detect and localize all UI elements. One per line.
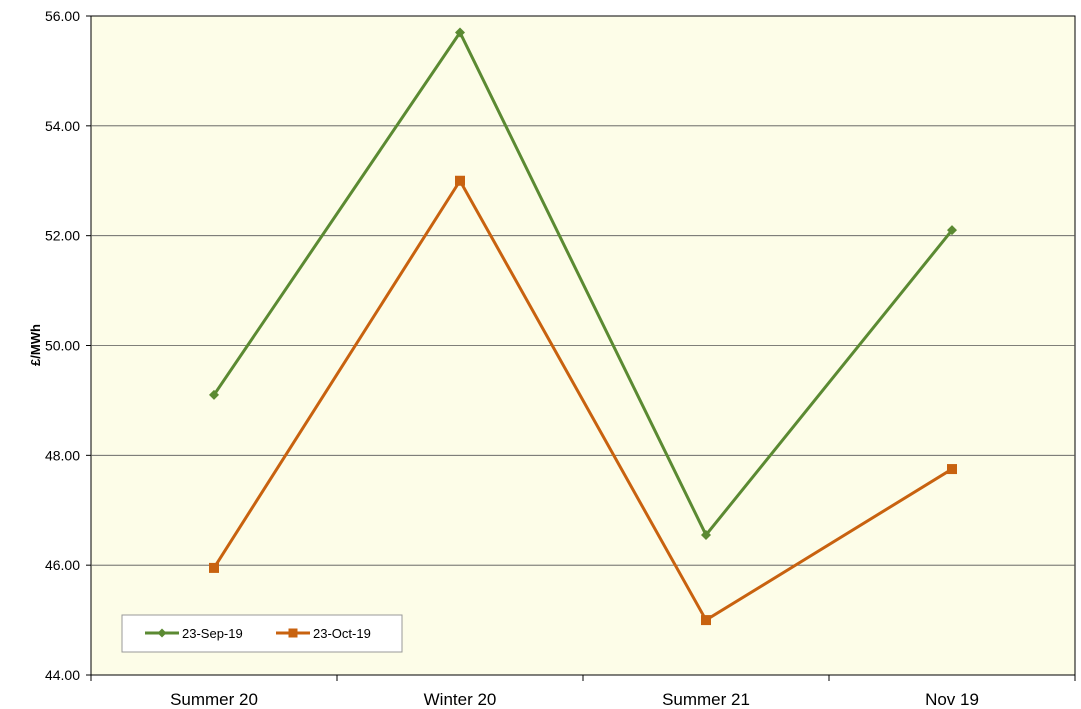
series-layer bbox=[209, 27, 957, 626]
data-point-diamond bbox=[947, 225, 957, 236]
x-category-label: Summer 20 bbox=[170, 690, 258, 709]
data-point-diamond bbox=[455, 27, 465, 38]
data-point-square bbox=[288, 628, 298, 638]
series-1 bbox=[209, 27, 957, 540]
legend-item: 23-Sep-19 bbox=[145, 626, 243, 641]
x-category-label: Nov 19 bbox=[925, 690, 979, 709]
legend-item: 23-Oct-19 bbox=[276, 626, 371, 641]
data-point-diamond bbox=[701, 529, 711, 540]
series-line bbox=[212, 29, 954, 538]
y-tick-label: 54.00 bbox=[45, 118, 80, 134]
y-tick-label: 48.00 bbox=[45, 447, 80, 463]
data-point-square bbox=[701, 615, 711, 626]
series-2 bbox=[209, 175, 957, 626]
legend: 23-Sep-19 23-Oct-19 bbox=[121, 614, 403, 653]
x-category-label: Summer 21 bbox=[662, 690, 750, 709]
data-point-square bbox=[209, 562, 219, 573]
y-tick-label: 46.00 bbox=[45, 557, 80, 573]
data-point-diamond bbox=[157, 628, 167, 638]
data-point-diamond bbox=[209, 389, 219, 400]
x-category-label: Winter 20 bbox=[424, 690, 497, 709]
series-line bbox=[212, 177, 953, 623]
x-axis-ticks: Summer 20 Winter 20 Summer 21 Nov 19 bbox=[90, 675, 1076, 709]
y-tick-label: 50.00 bbox=[45, 338, 80, 354]
y-tick-label: 56.00 bbox=[45, 8, 80, 24]
legend-label: 23-Sep-19 bbox=[182, 626, 243, 641]
legend-label: 23-Oct-19 bbox=[313, 626, 371, 641]
gridlines bbox=[91, 125, 1075, 566]
data-point-square bbox=[455, 175, 465, 186]
data-point-square bbox=[947, 464, 957, 475]
y-axis-ticks: 44.00 46.00 48.00 50.00 52.00 54.00 56.00 bbox=[45, 8, 91, 683]
y-tick-label: 52.00 bbox=[45, 228, 80, 244]
y-tick-label: 44.00 bbox=[45, 667, 80, 683]
y-axis-title: £/MWh bbox=[28, 324, 43, 366]
